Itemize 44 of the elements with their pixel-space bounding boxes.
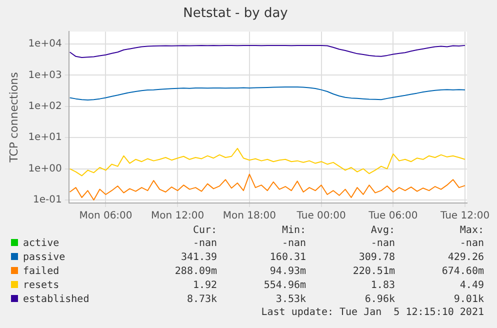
y-tick-label: 1e-01 xyxy=(32,194,62,206)
legend-label: established xyxy=(22,293,90,307)
text: Min: xyxy=(280,225,308,237)
y-tick-label: 1e+01 xyxy=(28,132,62,144)
text: 6.96k xyxy=(364,293,396,307)
legend-label: failed xyxy=(22,265,60,279)
text: 288.09m xyxy=(174,265,218,279)
text: 4.49 xyxy=(458,279,485,293)
legend-label: resets xyxy=(22,279,60,293)
text: 9.01k xyxy=(452,293,485,307)
text: 554.96m xyxy=(262,279,308,293)
x-tick-label: Tue 00:00 xyxy=(296,210,346,222)
text: 674.60m xyxy=(440,265,485,279)
text: -nan xyxy=(280,237,308,251)
text: Cur: xyxy=(192,225,218,237)
text: -nan xyxy=(458,237,485,251)
text: -nan xyxy=(370,237,396,251)
y-tick-label: 1e+02 xyxy=(28,100,62,112)
legend-label: active xyxy=(22,237,60,251)
x-tick-label: Mon 06:00 xyxy=(79,210,132,222)
chart-title: Netstat - by day xyxy=(183,6,288,22)
x-tick-label: Mon 18:00 xyxy=(222,210,276,222)
x-tick-label: Tue 12:00 xyxy=(439,210,490,222)
y-axis-title: TCP connections xyxy=(7,72,20,164)
text: 309.78 xyxy=(358,251,396,265)
text: Avg: xyxy=(370,225,396,237)
text: 94.93m xyxy=(268,265,308,279)
text: 8.73k xyxy=(186,293,218,307)
text: 3.53k xyxy=(274,293,308,307)
text: 1.83 xyxy=(370,279,396,293)
text: 160.31 xyxy=(268,251,308,265)
y-tick-label: 1e+03 xyxy=(28,70,62,81)
text: 341.39 xyxy=(180,251,218,265)
text: 429.26 xyxy=(446,251,485,265)
text: -nan xyxy=(192,237,218,251)
y-tick-label: 1e+04 xyxy=(28,38,62,50)
x-tick-label: Mon 12:00 xyxy=(151,210,204,222)
x-tick-label: Tue 06:00 xyxy=(368,210,418,222)
text: Max: xyxy=(458,225,485,237)
text: 220.51m xyxy=(352,265,396,279)
text: 1.92 xyxy=(192,279,218,293)
y-tick-label: 1e+00 xyxy=(28,163,62,174)
text: Last update: Tue Jan 5 12:15:10 2021 xyxy=(260,307,485,319)
legend-label: passive xyxy=(22,251,66,265)
